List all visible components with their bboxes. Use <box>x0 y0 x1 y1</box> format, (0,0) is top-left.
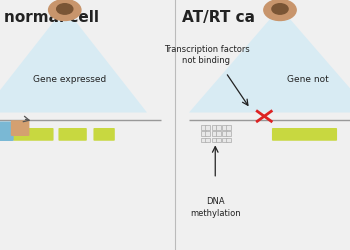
Bar <box>212 131 216 136</box>
Bar <box>205 138 210 142</box>
Text: Transcription factors
not binding: Transcription factors not binding <box>164 44 249 66</box>
Bar <box>222 138 227 142</box>
Bar <box>222 131 227 136</box>
FancyBboxPatch shape <box>0 122 14 141</box>
Ellipse shape <box>264 0 296 20</box>
Polygon shape <box>0 8 147 113</box>
FancyBboxPatch shape <box>58 128 87 141</box>
Text: normal cell: normal cell <box>4 10 98 25</box>
Bar <box>201 125 206 130</box>
Bar <box>201 131 206 136</box>
Bar <box>205 125 210 130</box>
Text: DNA
methylation: DNA methylation <box>190 197 240 218</box>
FancyBboxPatch shape <box>272 128 337 141</box>
Text: Gene expressed: Gene expressed <box>33 76 107 84</box>
Bar <box>216 131 220 136</box>
FancyBboxPatch shape <box>11 120 29 136</box>
FancyBboxPatch shape <box>13 128 54 141</box>
Bar <box>212 125 216 130</box>
Polygon shape <box>189 8 350 113</box>
Bar <box>216 125 220 130</box>
Bar <box>226 138 231 142</box>
Bar <box>201 138 206 142</box>
Text: AT/RT ca: AT/RT ca <box>182 10 255 25</box>
Ellipse shape <box>49 0 81 20</box>
Bar <box>205 131 210 136</box>
Bar <box>226 131 231 136</box>
Text: Gene not: Gene not <box>287 76 329 84</box>
Ellipse shape <box>272 4 288 14</box>
Bar <box>216 138 220 142</box>
Bar <box>212 138 216 142</box>
Ellipse shape <box>57 4 73 14</box>
Bar <box>222 125 227 130</box>
Bar <box>226 125 231 130</box>
FancyBboxPatch shape <box>93 128 115 141</box>
